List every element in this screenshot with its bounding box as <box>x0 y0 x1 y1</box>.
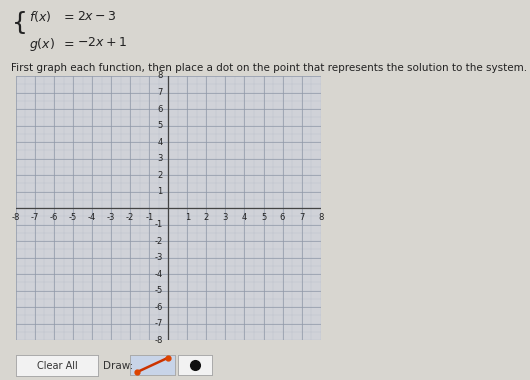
Text: -8: -8 <box>154 336 163 345</box>
Text: -6: -6 <box>154 302 163 312</box>
Text: -3: -3 <box>154 253 163 262</box>
Text: 5: 5 <box>261 213 266 222</box>
Text: First graph each function, then place a dot on the point that represents the sol: First graph each function, then place a … <box>11 63 527 73</box>
Text: -3: -3 <box>107 213 116 222</box>
Text: 1: 1 <box>184 213 190 222</box>
Text: -4: -4 <box>88 213 96 222</box>
Text: 4: 4 <box>157 138 163 147</box>
Text: 2: 2 <box>204 213 209 222</box>
Text: 7: 7 <box>157 88 163 97</box>
Text: 6: 6 <box>157 105 163 114</box>
Text: 8: 8 <box>157 71 163 81</box>
Text: -5: -5 <box>154 286 163 295</box>
Text: 2: 2 <box>157 171 163 179</box>
Text: Clear All: Clear All <box>37 361 77 371</box>
Text: -2: -2 <box>126 213 134 222</box>
Text: 3: 3 <box>157 154 163 163</box>
Text: -8: -8 <box>12 213 20 222</box>
Text: $\{$: $\{$ <box>11 10 25 36</box>
Text: -1: -1 <box>145 213 153 222</box>
Text: 8: 8 <box>318 213 323 222</box>
Text: 3: 3 <box>223 213 228 222</box>
Text: $=$: $=$ <box>61 10 75 22</box>
Text: 1: 1 <box>157 187 163 196</box>
Text: $f(x)$: $f(x)$ <box>29 10 51 24</box>
Text: 4: 4 <box>242 213 247 222</box>
Text: 7: 7 <box>299 213 304 222</box>
Text: Draw:: Draw: <box>103 361 134 370</box>
Text: -2: -2 <box>154 237 163 245</box>
Text: $2x - 3$: $2x - 3$ <box>77 10 117 22</box>
Text: $-2x + 1$: $-2x + 1$ <box>77 36 127 49</box>
Text: 6: 6 <box>280 213 285 222</box>
Text: -7: -7 <box>154 319 163 328</box>
Text: -1: -1 <box>154 220 163 229</box>
Text: 5: 5 <box>157 121 163 130</box>
Text: $=$: $=$ <box>61 36 75 49</box>
Text: -4: -4 <box>154 269 163 279</box>
Text: $g(x)$: $g(x)$ <box>29 36 55 53</box>
Text: -7: -7 <box>31 213 39 222</box>
Text: -5: -5 <box>69 213 77 222</box>
Text: -6: -6 <box>50 213 58 222</box>
